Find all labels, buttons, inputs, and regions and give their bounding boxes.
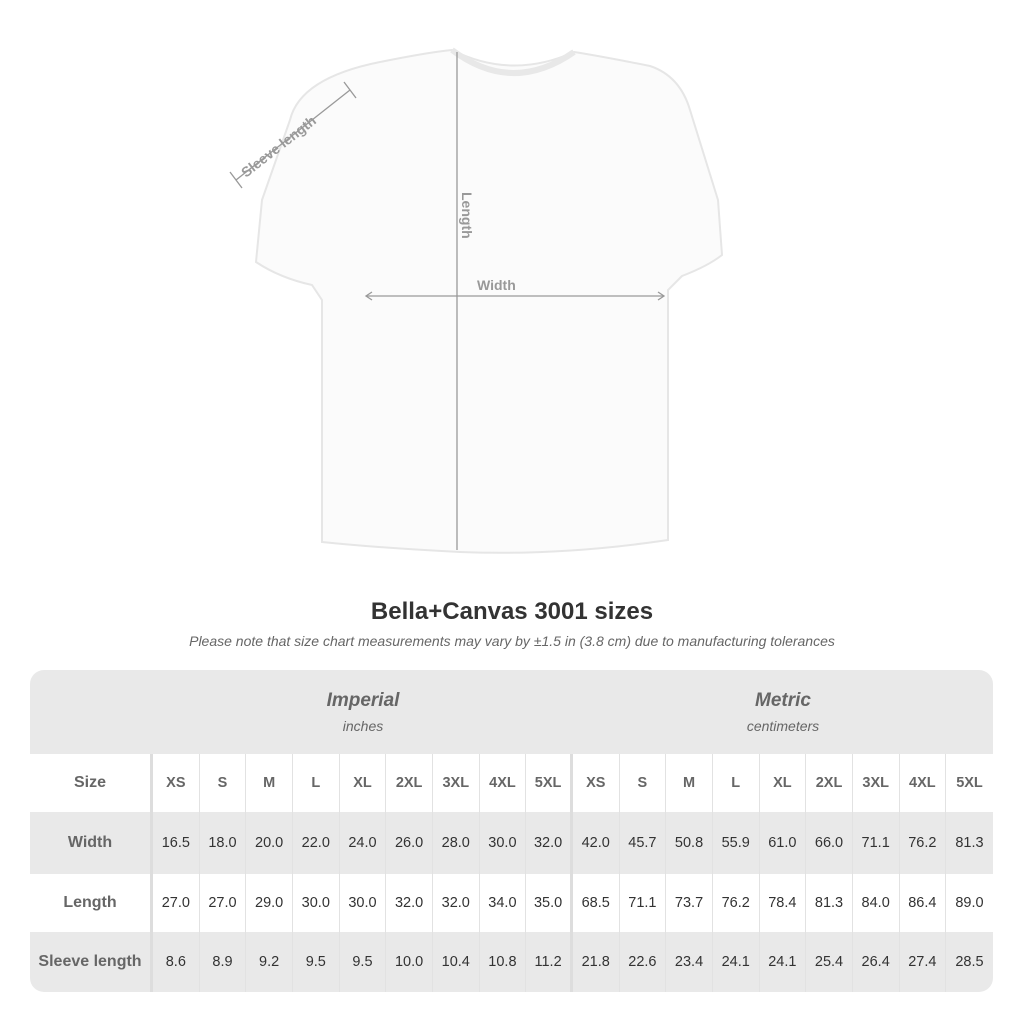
- table-cell: 23.4: [666, 932, 713, 992]
- size-header-cell: XL: [760, 754, 807, 812]
- size-table: Imperial inches Metric centimeters Size X…: [30, 670, 993, 992]
- size-header-cell: XL: [340, 754, 387, 812]
- table-cell: 42.0: [573, 812, 620, 874]
- size-header-row: Size XS S M L XL 2XL 3XL 4XL 5XL XS S M L XL 2XL 3XL 4XL 5…: [30, 754, 993, 812]
- row-label: Length: [30, 874, 153, 932]
- table-cell: 10.4: [433, 932, 480, 992]
- metric-unit: centimeters: [746, 718, 820, 734]
- table-cell: 34.0: [480, 874, 527, 932]
- table-cell: 32.0: [386, 874, 433, 932]
- table-cell: 66.0: [806, 812, 853, 874]
- length-label: Length: [459, 192, 475, 239]
- imperial-label: Imperial: [326, 690, 400, 711]
- table-cell: 30.0: [293, 874, 340, 932]
- table-cell: 55.9: [713, 812, 760, 874]
- size-header-cell: 2XL: [386, 754, 433, 812]
- table-cell: 16.5: [153, 812, 200, 874]
- table-cell: 27.4: [900, 932, 947, 992]
- size-header-cell: S: [200, 754, 247, 812]
- table-cell: 10.8: [480, 932, 527, 992]
- table-cell: 76.2: [900, 812, 947, 874]
- table-cell: 24.0: [340, 812, 387, 874]
- table-cell: 28.5: [955, 954, 984, 970]
- table-cell: 84.0: [853, 874, 900, 932]
- size-header-cell: 2XL: [806, 754, 853, 812]
- table-cell: 27.0: [200, 874, 247, 932]
- metric-label: Metric: [755, 690, 811, 711]
- table-cell: 24.1: [760, 932, 807, 992]
- sleeve-length-arrow: [229, 81, 357, 189]
- size-header-cell: 4XL: [480, 754, 527, 812]
- table-cell: 32.0: [526, 812, 573, 874]
- table-cell: 68.5: [573, 874, 620, 932]
- table-cell: 81.3: [955, 835, 984, 851]
- table-cell: 27.0: [153, 874, 200, 932]
- table-cell: 89.0: [955, 895, 984, 911]
- imperial-header: Imperial inches: [153, 670, 573, 754]
- tolerance-note: Please note that size chart measurements…: [189, 633, 835, 649]
- imperial-unit: inches: [342, 718, 384, 734]
- table-cell: 22.0: [293, 812, 340, 874]
- table-cell: 30.0: [340, 874, 387, 932]
- table-cell: 26.0: [386, 812, 433, 874]
- size-header-cell: 5XL: [526, 754, 573, 812]
- table-row: Sleeve length 8.6 8.9 9.2 9.5 9.5 10.0 10.4 10.8…: [30, 932, 993, 992]
- size-header-cell: M: [666, 754, 713, 812]
- tshirt-image: [254, 48, 724, 554]
- table-cell: 61.0: [760, 812, 807, 874]
- table-row: Length 27.0 27.0 29.0 30.0 30.0 32.0 32.0 34.0 35…: [30, 874, 993, 932]
- table-cell: 8.6: [153, 932, 200, 992]
- size-header-cell: M: [246, 754, 293, 812]
- size-header-cell: XS: [153, 754, 200, 812]
- table-cell: 9.2: [246, 932, 293, 992]
- table-cell: 71.1: [620, 874, 667, 932]
- table-cell: 9.5: [293, 932, 340, 992]
- table-cell: 11.2: [526, 932, 573, 992]
- table-cell: 71.1: [853, 812, 900, 874]
- table-cell: 21.8: [573, 932, 620, 992]
- table-cell: 50.8: [666, 812, 713, 874]
- width-label: Width: [477, 277, 516, 293]
- table-cell: 73.7: [666, 874, 713, 932]
- tshirt-diagram: Sleeve length Length Width: [229, 47, 724, 554]
- row-label: Size: [30, 754, 153, 812]
- table-cell: 86.4: [900, 874, 947, 932]
- table-cell: 24.1: [713, 932, 760, 992]
- page-title: Bella+Canvas 3001 sizes: [370, 598, 654, 625]
- table-cell: 30.0: [480, 812, 527, 874]
- table-cell: 35.0: [526, 874, 573, 932]
- row-label: Sleeve length: [30, 932, 153, 992]
- size-header-cell: XS: [573, 754, 620, 812]
- table-cell: 29.0: [246, 874, 293, 932]
- size-header-cell: S: [620, 754, 667, 812]
- metric-header: Metric centimeters: [573, 670, 993, 754]
- row-label: Width: [30, 812, 153, 874]
- table-cell: 25.4: [806, 932, 853, 992]
- table-cell: 20.0: [246, 812, 293, 874]
- size-header-cell: L: [713, 754, 760, 812]
- table-cell: 9.5: [340, 932, 387, 992]
- table-cell: 78.4: [760, 874, 807, 932]
- table-cell: 76.2: [713, 874, 760, 932]
- size-header-cell: L: [293, 754, 340, 812]
- width-arrow: [364, 291, 666, 301]
- table-cell: 28.0: [433, 812, 480, 874]
- table-row: Width 16.5 18.0 20.0 22.0 24.0 26.0 28.0 30.0 32.…: [30, 812, 993, 874]
- size-header-cell: 3XL: [853, 754, 900, 812]
- table-cell: 26.4: [853, 932, 900, 992]
- table-cell: 8.9: [200, 932, 247, 992]
- table-cell: 45.7: [620, 812, 667, 874]
- size-header-cell: 5XL: [956, 775, 983, 791]
- table-cell: 10.0: [386, 932, 433, 992]
- table-cell: 81.3: [806, 874, 853, 932]
- size-header-cell: 4XL: [900, 754, 947, 812]
- size-header-cell: 3XL: [433, 754, 480, 812]
- table-cell: 32.0: [433, 874, 480, 932]
- table-cell: 18.0: [200, 812, 247, 874]
- table-cell: 22.6: [620, 932, 667, 992]
